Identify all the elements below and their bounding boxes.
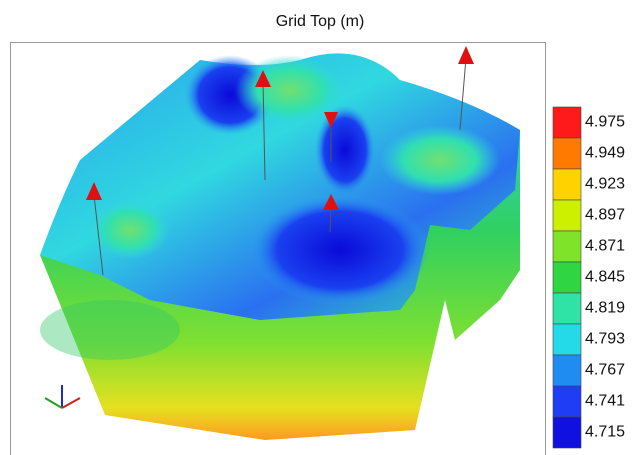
axis-triad — [44, 385, 81, 409]
colorbar-swatch — [552, 168, 582, 201]
colorbar-label: 4.975 — [585, 114, 625, 131]
colorbar: 4.975 4.949 4.923 4.897 4.871 4.845 4.819 4.793… — [552, 106, 625, 449]
colorbar-label: 4.741 — [585, 393, 625, 410]
wells — [86, 46, 474, 276]
colorbar-label: 4.871 — [585, 238, 625, 255]
colorbar-swatch — [552, 106, 582, 139]
colorbar-swatch — [552, 292, 582, 325]
colorbar-label: 4.767 — [585, 362, 625, 379]
colorbar-swatch — [552, 385, 582, 418]
colorbar-label: 4.897 — [585, 207, 625, 224]
colorbar-swatch — [552, 354, 582, 387]
colorbar-label: 4.845 — [585, 269, 625, 286]
model — [40, 53, 520, 440]
colorbar-swatch — [552, 230, 582, 263]
title: Grid Top (m) — [276, 13, 365, 30]
colorbar-label: 4.715 — [585, 424, 625, 441]
colorbar-swatch — [552, 416, 582, 449]
colorbar-swatch — [552, 261, 582, 294]
colorbar-label: 4.923 — [585, 176, 625, 193]
colorbar-label: 4.819 — [585, 300, 625, 317]
colorbar-swatch — [552, 199, 582, 232]
colorbar-label: 4.949 — [585, 145, 625, 162]
colorbar-swatch — [552, 137, 582, 170]
colorbar-label: 4.793 — [585, 331, 625, 348]
colorbar-swatch — [552, 323, 582, 356]
